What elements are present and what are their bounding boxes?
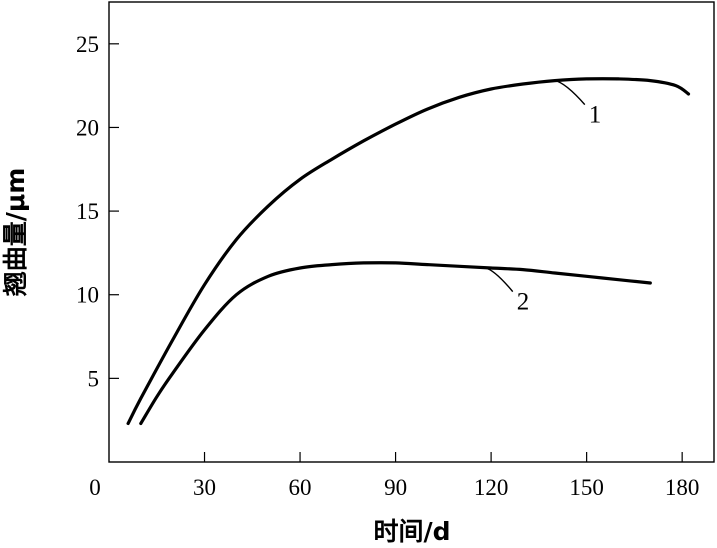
y-axis-title: 翘曲量/μm <box>1 168 30 298</box>
x-axis-title: 时间/d <box>373 517 450 546</box>
series-2-leader <box>484 266 514 293</box>
y-tick-label: 5 <box>88 366 100 391</box>
curve-label-group: 12 <box>484 79 602 316</box>
tick-group: 0 30 60 90 120 150 180 5 10 15 20 25 <box>76 32 699 500</box>
x-tick-label: 90 <box>384 475 407 500</box>
series-1-leader <box>554 79 586 106</box>
series-2-label: 2 <box>517 289 530 316</box>
x-tick-label: 180 <box>665 475 700 500</box>
x-tick-label: 30 <box>193 475 216 500</box>
x-tick-label: 120 <box>474 475 509 500</box>
x-tick-label: 150 <box>569 475 604 500</box>
y-tick-label: 25 <box>76 32 99 57</box>
x-tick-label: 0 <box>89 475 101 500</box>
series-1-label: 1 <box>589 102 602 129</box>
x-tick-label: 60 <box>289 475 312 500</box>
y-tick-label: 10 <box>76 283 99 308</box>
curve-group <box>126 77 691 426</box>
series-1-line <box>126 77 691 426</box>
y-tick-label: 15 <box>76 199 99 224</box>
y-tick-label: 20 <box>76 115 99 140</box>
series-2-line <box>139 261 652 426</box>
plot-frame <box>108 1 715 463</box>
